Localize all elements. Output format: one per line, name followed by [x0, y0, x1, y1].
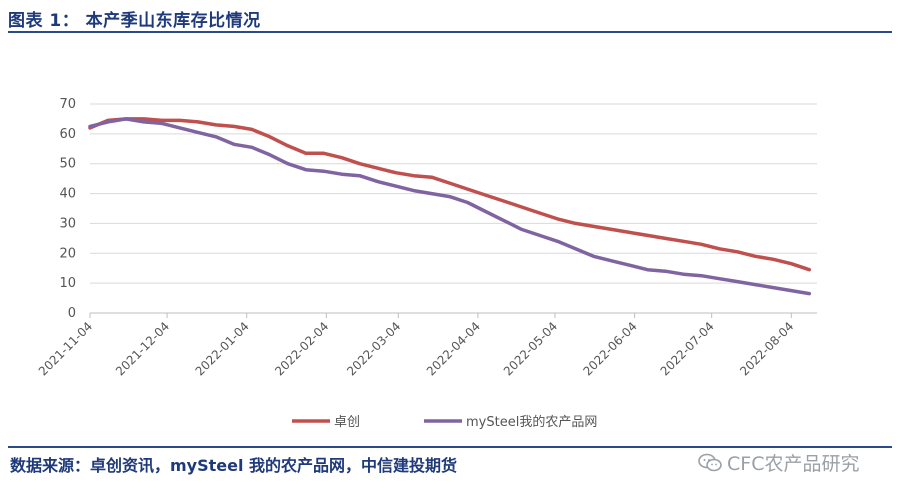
source-note: 数据来源：卓创资讯，mySteel 我的农产品网，中信建投期货: [10, 456, 458, 475]
gridlines: [90, 103, 817, 284]
x-tick-label: 2022-02-04: [272, 319, 331, 378]
bottom-divider: [8, 446, 892, 448]
series-line-2: [88, 117, 812, 296]
figure-title: 图表 1： 本产季山东库存比情况: [8, 11, 261, 31]
y-tick-label: 60: [59, 127, 76, 142]
x-tick-label: 2022-01-04: [193, 319, 252, 378]
x-tick-label: 2021-11-04: [36, 319, 95, 378]
y-tick-label: 70: [59, 97, 76, 112]
y-tick-label: 10: [59, 276, 76, 291]
y-tick-label: 20: [59, 246, 76, 261]
x-axis-ticks: 2021-11-04 2021-12-04 2022-01-04 2022-02-04…: [36, 313, 796, 378]
x-tick-label: 2022-06-04: [581, 319, 640, 378]
y-tick-label: 0: [68, 306, 76, 321]
series-lines: [88, 117, 812, 296]
y-tick-label: 50: [59, 157, 76, 172]
legend: 卓创 mySteel我的农产品网: [292, 414, 597, 430]
line-chart: 0 10 20 30 40 50 60 70 2021-11-04 2021-12-04 2022…: [36, 97, 817, 430]
legend-label-2: mySteel我的农产品网: [466, 414, 597, 430]
top-divider: [8, 31, 892, 33]
legend-label-1: 卓创: [334, 415, 360, 430]
watermark: CFC农产品研究: [697, 449, 859, 476]
x-tick-label: 2022-05-04: [501, 319, 560, 378]
x-tick-label: 2022-08-04: [737, 319, 796, 378]
series-line-1: [88, 117, 812, 272]
y-tick-label: 30: [59, 216, 76, 231]
watermark-text: CFC农产品研究: [727, 453, 860, 475]
x-tick-label: 2021-12-04: [113, 319, 172, 378]
y-axis-ticks: 0 10 20 30 40 50 60 70: [59, 97, 76, 321]
wechat-icon: [698, 453, 722, 471]
y-tick-label: 40: [59, 187, 76, 202]
x-tick-label: 2022-03-04: [344, 319, 403, 378]
x-tick-label: 2022-07-04: [658, 319, 717, 378]
x-tick-label: 2022-04-04: [424, 319, 483, 378]
